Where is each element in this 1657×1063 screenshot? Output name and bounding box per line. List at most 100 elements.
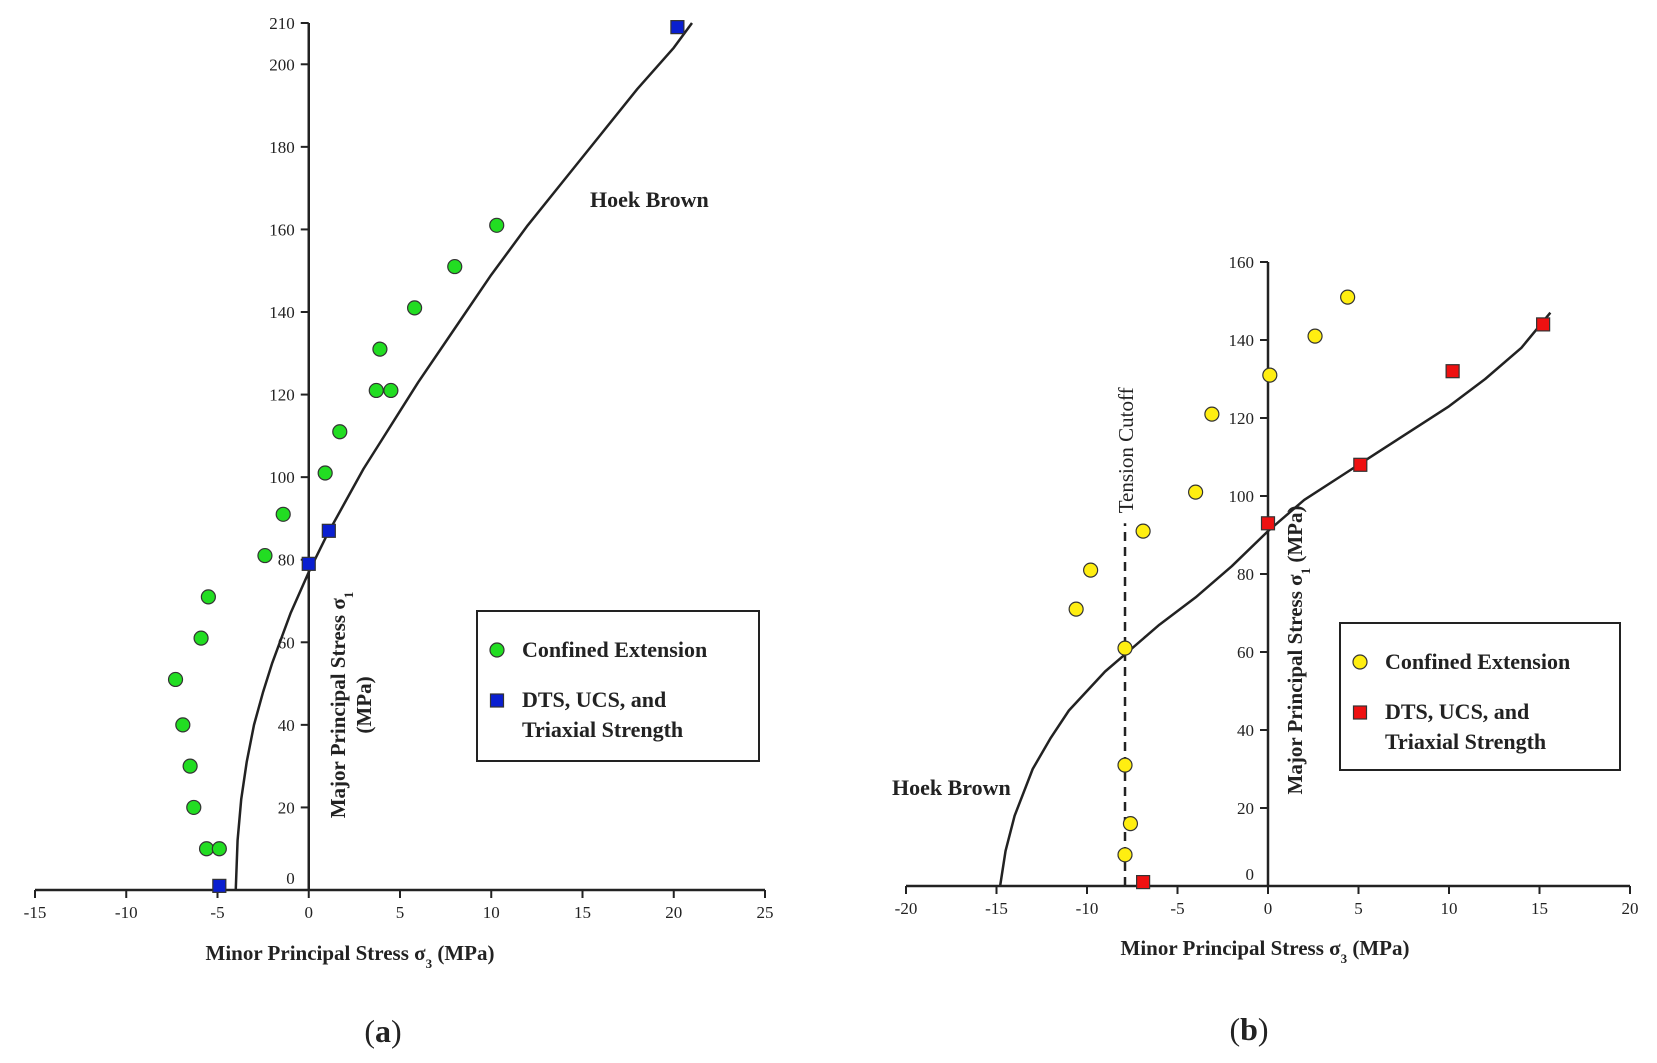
panel-a-legend-label-strength: DTS, UCS, and Triaxial Strength xyxy=(522,687,683,742)
panel-a-x-axis-title: Minor Principal Stress σ3 (MPa) xyxy=(206,941,495,971)
panel-b-x-tick-label: -10 xyxy=(1076,899,1099,918)
panel-b-confined-extension-point xyxy=(1117,847,1133,863)
panel-b-x-tick-label: -5 xyxy=(1170,899,1184,918)
panel-a-y-tick-label: 40 xyxy=(278,716,295,735)
panel-a-x-tick-label: 25 xyxy=(757,903,774,922)
panel-b-chart: -20 -15 -10 -5 0 5 10 15 20 0 20 40 60 80 100 120 140 160… xyxy=(892,253,1639,1047)
panel-a-confined-extension-point xyxy=(489,217,505,233)
panel-b-confined-extension-point xyxy=(1204,406,1220,422)
panel-b-y-axis-title: Major Principal Stress σ1 (MPa) xyxy=(1283,506,1313,795)
panel-b-y-tick-label: 160 xyxy=(1229,253,1255,272)
panel-b-strength-test-point xyxy=(1136,874,1151,890)
panel-a-confined-extension-point xyxy=(186,799,202,816)
panel-b-y-tick-label: 80 xyxy=(1237,565,1254,584)
panel-a-confined-extension-point xyxy=(175,717,191,733)
panel-a-strength-test-point xyxy=(212,878,227,893)
panel-b-x-tick-label: -20 xyxy=(895,899,918,918)
panel-a-y-tick-label: 200 xyxy=(269,55,295,74)
panel-b-strength-test-point xyxy=(1353,457,1368,472)
panel-b-confined-extension-point xyxy=(1340,289,1356,305)
panel-a-y-tick-label: 0 xyxy=(286,869,295,888)
panel-a-hoek-brown-curve xyxy=(234,22,694,891)
panel-a-confined-extension-point xyxy=(332,424,348,440)
panel-b-legend-circle-marker xyxy=(1352,654,1368,670)
panel-b-legend-label-confined-extension: Confined Extension xyxy=(1385,649,1570,674)
panel-a-x-tick-label: 0 xyxy=(305,903,314,922)
panel-b-x-tick-label: 0 xyxy=(1264,899,1273,918)
panel-a-confined-extension-point xyxy=(317,465,333,481)
panel-b-y-tick-label: 100 xyxy=(1229,487,1255,506)
panel-a-confined-extension-point xyxy=(167,671,184,688)
panel-b-x-tick-label: 15 xyxy=(1531,899,1548,918)
panel-b-x-tick-label: 10 xyxy=(1441,899,1458,918)
panel-a-y-tick-label: 80 xyxy=(278,551,295,570)
panel-a-y-tick-label: 160 xyxy=(269,220,295,239)
panel-a-confined-extension-point xyxy=(275,506,291,522)
panel-b-y-tick-label: 40 xyxy=(1237,721,1254,740)
panel-b-y-tick-label: 140 xyxy=(1229,331,1255,350)
panel-a-y-tick-label: 120 xyxy=(269,386,295,405)
panel-a-confined-extension-point xyxy=(407,300,423,316)
panel-b-confined-extension-point xyxy=(1122,815,1139,832)
panel-a-x-tick-label: -5 xyxy=(210,903,224,922)
panel-b-confined-extension-point xyxy=(1068,601,1084,617)
panel-b-legend: Confined Extension DTS, UCS, and Triaxial … xyxy=(1339,622,1621,771)
panel-b-y-tick-label: 20 xyxy=(1237,799,1254,818)
panel-a-y-tick-label: 140 xyxy=(269,303,295,322)
panel-b-hoek-brown-label: Hoek Brown xyxy=(892,775,1011,800)
panel-b-legend-label-strength: DTS, UCS, and Triaxial Strength xyxy=(1385,699,1546,754)
panel-b-x-axis-title: Minor Principal Stress σ3 (MPa) xyxy=(1121,936,1410,966)
panel-a-confined-extension-point xyxy=(383,382,399,399)
panel-b-x-tick-label: 5 xyxy=(1354,899,1363,918)
panel-a-y-axis-title: Major Principal Stress σ1(MPa) xyxy=(326,592,376,819)
panel-a-x-tick-label: 20 xyxy=(665,903,682,922)
panel-b-legend-box xyxy=(1339,622,1621,771)
panel-b-hoek-brown-curve xyxy=(998,311,1552,887)
panel-a-confined-extension-point xyxy=(211,841,227,857)
panel-a-panel-label: (a) xyxy=(364,1013,401,1049)
panel-a-legend: Confined Extension DTS, UCS, and Triaxial … xyxy=(476,610,760,762)
panel-b-y-tick-label: 120 xyxy=(1229,409,1255,428)
panel-a-y-tick-label: 100 xyxy=(269,468,295,487)
panel-a-chart: -15 -10 -5 0 5 10 15 20 250204060801001201401601… xyxy=(24,14,774,1049)
panel-a-legend-box xyxy=(476,610,760,762)
panel-b-confined-extension-point xyxy=(1187,484,1204,500)
panel-a-y-tick-label: 180 xyxy=(269,138,295,157)
panel-a-confined-extension-point xyxy=(200,589,216,605)
panel-b-y-tick-label: 0 xyxy=(1246,865,1255,884)
panel-a-strength-test-point xyxy=(670,20,685,35)
panel-b-y-tick-label: 60 xyxy=(1237,643,1254,662)
panel-a-strength-test-point xyxy=(321,523,336,538)
panel-a-x-tick-label: -10 xyxy=(115,903,138,922)
panel-b-confined-extension-point xyxy=(1083,562,1099,578)
panel-b-strength-test-point xyxy=(1536,317,1551,332)
panel-b-panel-label: (b) xyxy=(1229,1011,1268,1047)
panel-a-y-tick-label: 210 xyxy=(269,14,295,33)
panel-a-confined-extension-point xyxy=(372,341,388,357)
panel-a-legend-circle-marker xyxy=(489,642,505,658)
panel-b-confined-extension-point xyxy=(1117,640,1133,656)
panel-b-x-tick-label: 20 xyxy=(1622,899,1639,918)
panel-a-x-tick-label: 15 xyxy=(574,903,591,922)
panel-a-confined-extension-point xyxy=(257,547,273,564)
panel-a-legend-label-confined-extension: Confined Extension xyxy=(522,637,707,662)
panel-b-strength-test-point xyxy=(1445,364,1460,379)
panel-a-y-tick-label: 20 xyxy=(278,798,295,817)
panel-a-x-tick-label: 10 xyxy=(483,903,500,922)
panel-b-confined-extension-point xyxy=(1117,757,1133,773)
panel-b-tension-cutoff-label: Tension Cutoff xyxy=(1114,387,1138,513)
panel-a-x-tick-label: -15 xyxy=(24,903,47,922)
panel-a-confined-extension-point xyxy=(198,841,215,857)
panel-a-confined-extension-point xyxy=(193,630,209,646)
panel-a-hoek-brown-label: Hoek Brown xyxy=(590,187,709,212)
panel-b-legend-square-marker xyxy=(1352,705,1368,720)
panel-b-confined-extension-point xyxy=(1307,328,1323,344)
panel-b-strength-test-point xyxy=(1260,516,1276,531)
panel-a-confined-extension-point xyxy=(368,382,384,399)
panel-a-confined-extension-point xyxy=(182,758,198,774)
panel-a-x-tick-label: 5 xyxy=(396,903,405,922)
panel-b-confined-extension-point xyxy=(1262,367,1278,383)
panel-a-confined-extension-point xyxy=(447,258,463,275)
panel-b-x-tick-label: -15 xyxy=(985,899,1008,918)
